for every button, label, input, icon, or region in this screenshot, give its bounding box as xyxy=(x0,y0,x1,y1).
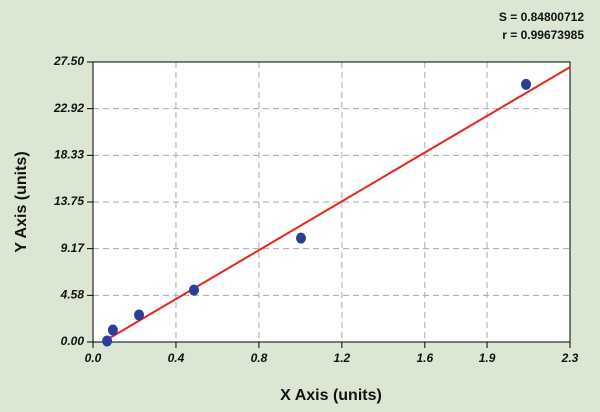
x-tick-label: 0.8 xyxy=(251,351,268,365)
data-point xyxy=(188,284,199,296)
data-point xyxy=(102,335,113,347)
data-point xyxy=(521,78,532,90)
data-point xyxy=(134,309,145,321)
y-tick-label: 0.00 xyxy=(61,334,85,348)
y-tick-label: 4.58 xyxy=(60,288,85,302)
plot-frame xyxy=(92,61,571,343)
y-tick-label: 18.33 xyxy=(54,148,84,162)
plot-area xyxy=(93,62,570,342)
x-tick-label: 1.6 xyxy=(416,351,433,365)
x-tick-label: 1.9 xyxy=(479,351,496,365)
y-tick-label: 13.75 xyxy=(54,194,84,208)
y-tick-label: 9.17 xyxy=(61,241,86,255)
x-tick-label: 2.3 xyxy=(561,351,579,365)
x-axis-title: X Axis (units) xyxy=(280,387,382,404)
stat-s: S = 0.84800712 xyxy=(499,10,584,24)
fit-line xyxy=(102,66,571,343)
stat-r: r = 0.99673985 xyxy=(502,28,584,42)
x-tick-label: 1.2 xyxy=(334,351,351,365)
x-tick-label: 0.0 xyxy=(85,351,102,365)
data-point xyxy=(296,232,307,244)
y-tick-label: 27.50 xyxy=(53,54,84,68)
data-point xyxy=(107,324,118,336)
y-tick-label: 22.92 xyxy=(53,101,84,115)
y-axis-title: Y Axis (units) xyxy=(13,151,30,252)
x-tick-label: 0.4 xyxy=(168,351,185,365)
